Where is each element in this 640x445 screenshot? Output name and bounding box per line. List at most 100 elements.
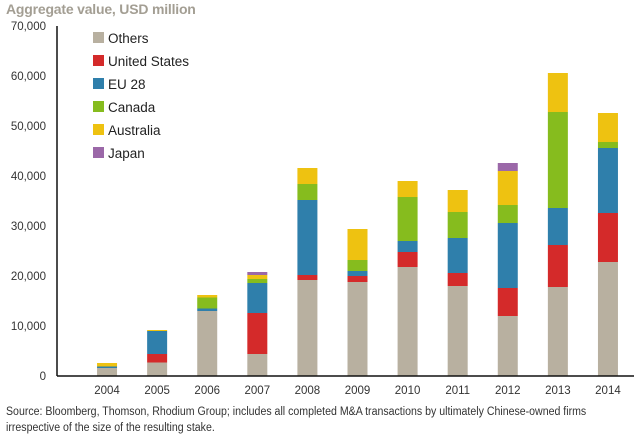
legend-item: Others [93, 31, 149, 46]
bar-segment-others [397, 267, 418, 376]
legend-swatch [93, 147, 104, 158]
legend-item: Canada [93, 100, 156, 115]
legend-swatch [93, 124, 104, 135]
bar-segment-australia [597, 113, 618, 142]
x-tick-label: 2014 [595, 385, 621, 397]
bar-segment-australia [197, 295, 218, 298]
legend-swatch [93, 32, 104, 43]
bar-segment-australia [347, 229, 368, 260]
bar-segment-canada [497, 205, 518, 223]
bar-stack-2011 [447, 190, 468, 376]
bar-segment-canada [197, 297, 218, 309]
bar-segment-canada [397, 197, 418, 241]
x-tick-label: 2007 [245, 385, 271, 397]
legend-swatch [93, 101, 104, 112]
bar-segment-australia [297, 168, 318, 184]
bar-segment-united-states [147, 354, 168, 363]
bar-stack-2010 [397, 181, 418, 376]
bar-stack-2004 [97, 363, 118, 376]
bar-stack-2012 [497, 163, 518, 376]
bar-segment-eu-28 [547, 208, 568, 245]
x-tick-label: 2008 [295, 385, 321, 397]
x-tick-label: 2011 [445, 385, 470, 397]
y-tick-label: 50,000 [11, 121, 46, 133]
bar-segment-united-states [597, 213, 618, 262]
bar-segment-united-states [397, 252, 418, 267]
bar-segment-others [297, 280, 318, 376]
bar-segment-others [247, 354, 268, 376]
bar-stack-2005 [147, 330, 168, 376]
chart-title: Aggregate value, USD million [6, 1, 196, 17]
bar-segment-eu-28 [397, 241, 418, 252]
bar-segment-canada [297, 184, 318, 200]
legend-label: EU 28 [108, 77, 146, 92]
bar-segment-united-states [547, 245, 568, 287]
bar-segment-others [447, 286, 468, 376]
bar-segment-australia [397, 181, 418, 197]
bar-segment-australia [97, 363, 118, 367]
bar-segment-canada [447, 212, 468, 238]
y-tick-label: 70,000 [11, 21, 46, 33]
bars [97, 73, 618, 376]
bar-segment-australia [447, 190, 468, 212]
x-tick-label: 2009 [345, 385, 371, 397]
bar-segment-eu-28 [297, 200, 318, 275]
bar-segment-others [547, 287, 568, 376]
bar-segment-eu-28 [147, 331, 168, 354]
source-note: Source: Bloomberg, Thomson, Rhodium Grou… [6, 406, 587, 434]
x-tick-label: 2012 [495, 385, 521, 397]
bar-segment-others [97, 368, 118, 376]
x-tick-label: 2005 [144, 385, 170, 397]
legend-item: United States [93, 54, 189, 69]
y-tick-label: 60,000 [11, 71, 46, 83]
legend-item: Australia [93, 123, 161, 138]
bar-segment-japan [497, 163, 518, 171]
bar-segment-united-states [497, 288, 518, 316]
x-tick-label: 2010 [395, 385, 421, 397]
bar-segment-eu-28 [497, 223, 518, 288]
bar-segment-others [497, 316, 518, 376]
legend-label: United States [108, 54, 189, 69]
bar-segment-eu-28 [197, 308, 218, 311]
legend-label: Australia [108, 123, 161, 138]
bar-segment-japan [247, 272, 268, 275]
bar-segment-others [347, 282, 368, 376]
bar-stack-2013 [547, 73, 568, 376]
bar-segment-eu-28 [247, 283, 268, 313]
bar-segment-eu-28 [97, 366, 118, 368]
bar-segment-canada [597, 142, 618, 148]
bar-segment-united-states [297, 275, 318, 280]
bar-segment-canada [547, 112, 568, 208]
legend-label: Japan [108, 146, 145, 161]
bar-segment-eu-28 [597, 148, 618, 213]
bar-segment-others [147, 362, 168, 376]
bar-segment-australia [497, 171, 518, 205]
bar-segment-others [197, 311, 218, 376]
y-tick-label: 20,000 [11, 271, 46, 283]
bar-stack-2007 [247, 272, 268, 376]
bar-segment-others [597, 262, 618, 376]
bar-stack-2009 [347, 229, 368, 376]
y-axis-ticks: 0 10,000 20,000 30,000 40,000 50,000 60,000 70,… [11, 21, 46, 383]
legend-item: EU 28 [93, 77, 146, 92]
bar-segment-eu-28 [447, 238, 468, 273]
stacked-bar-chart: 0 10,000 20,000 30,000 40,000 50,000 60,000 70,… [11, 21, 634, 397]
legend-swatch [93, 55, 104, 66]
legend-label: Canada [108, 100, 156, 115]
bar-segment-australia [147, 330, 168, 331]
x-tick-label: 2006 [194, 385, 220, 397]
bar-segment-eu-28 [347, 271, 368, 276]
bar-segment-australia [247, 275, 268, 279]
bar-segment-united-states [347, 276, 368, 282]
y-tick-label: 30,000 [11, 221, 46, 233]
bar-segment-canada [347, 260, 368, 271]
bar-segment-canada [247, 279, 268, 283]
bar-stack-2008 [297, 168, 318, 376]
x-tick-label: 2013 [545, 385, 571, 397]
bar-segment-united-states [247, 313, 268, 354]
x-tick-label: 2004 [94, 385, 120, 397]
legend: Others United States EU 28 Canada Australia J… [93, 31, 189, 161]
x-axis-ticks: 2004 2005 2006 2007 2008 2009 2010 2011 2012 2013… [94, 385, 621, 397]
y-tick-label: 40,000 [11, 171, 46, 183]
bar-segment-united-states [447, 273, 468, 286]
